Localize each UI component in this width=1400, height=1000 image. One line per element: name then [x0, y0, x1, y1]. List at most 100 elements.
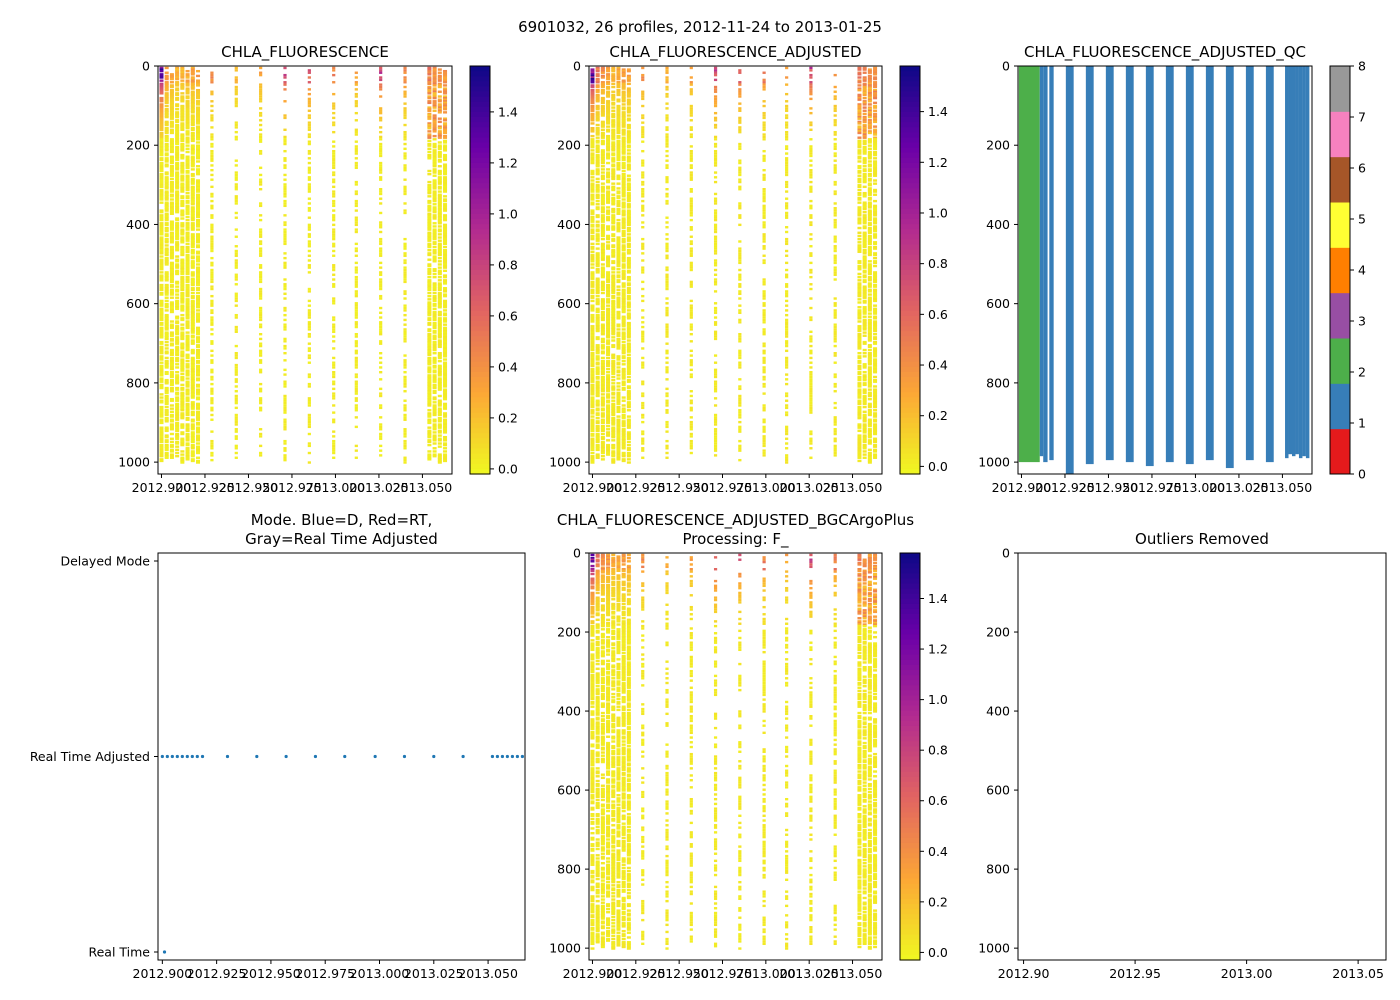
chla_adj-cell	[590, 434, 595, 437]
chla-cell	[185, 261, 190, 265]
chla-cell	[379, 297, 383, 300]
chla-cell	[185, 210, 190, 214]
chla-cell	[443, 304, 448, 307]
chla-cell	[190, 450, 195, 453]
chla-cell	[427, 188, 432, 192]
chla-cell	[190, 123, 195, 127]
chla-cell	[437, 323, 442, 326]
chla-colorbar-band	[470, 178, 490, 184]
chla_adj-cell	[665, 309, 669, 312]
chla-cell	[190, 138, 195, 141]
chla-cell	[432, 101, 437, 105]
chla-cell	[190, 152, 195, 155]
chla-cell	[175, 138, 180, 141]
chla-cell	[432, 185, 437, 189]
chla_adj-cell	[689, 375, 693, 379]
chla_adj-cell	[611, 128, 616, 131]
chla-cell	[190, 336, 195, 339]
chla-cell	[259, 287, 263, 291]
chla-cell	[427, 100, 432, 103]
chla-cell	[437, 107, 442, 111]
chla-cell	[190, 310, 195, 314]
chla-cell	[180, 74, 185, 78]
chla_adj-cell	[590, 263, 595, 266]
chla_adj-cell	[626, 177, 631, 181]
chla_adj-cell	[621, 87, 626, 90]
chla-cell	[159, 313, 164, 317]
chla-cell	[432, 272, 437, 276]
chla_adj-cell	[600, 331, 605, 334]
chla-cell	[443, 92, 448, 95]
chla_adj-cell	[590, 274, 595, 277]
chla-cell	[379, 311, 383, 314]
chla_adj-cell	[590, 420, 595, 423]
chla-cell	[437, 407, 442, 410]
chla_adj-cell	[590, 184, 595, 187]
chla-cell	[259, 249, 263, 253]
chla-cell	[159, 366, 164, 369]
chla-cell	[354, 254, 358, 257]
chla-cell	[180, 458, 185, 461]
chla-cell	[190, 215, 195, 219]
chla_adj-cell	[590, 410, 595, 414]
chla_adj-cell	[595, 185, 600, 189]
chla_adj-cell	[616, 115, 621, 119]
chla-cell	[332, 285, 336, 288]
chla-cell	[432, 256, 437, 260]
chla-cell	[190, 163, 195, 166]
chla-cell	[437, 130, 442, 133]
chla_adj-cell	[600, 177, 605, 181]
chla-cell	[427, 263, 432, 266]
chla-cell	[443, 214, 448, 217]
chla-cell	[169, 195, 174, 198]
chla_adj-cell	[606, 179, 611, 182]
chla-cell	[196, 214, 201, 217]
chla-colorbar-label: 0.4	[498, 359, 518, 374]
chla-cell	[379, 280, 383, 284]
chla-cell	[259, 361, 263, 364]
chla_adj-cell	[626, 165, 631, 168]
chla_adj-cell	[590, 271, 595, 274]
chla-cell	[427, 147, 432, 150]
chla_adj-cell	[611, 413, 616, 417]
chla-cell	[190, 139, 195, 143]
chla-cell	[180, 66, 185, 70]
chla_adj-cell	[621, 306, 626, 309]
chla_adj-cell	[590, 372, 595, 375]
chla-cell	[175, 87, 180, 90]
chla_adj-cell	[713, 152, 718, 155]
chla_adj-cell	[616, 123, 621, 127]
chla-cell	[180, 185, 185, 189]
chla_adj-cell	[606, 383, 611, 387]
chla_adj-cell	[621, 138, 626, 141]
chla-cell	[427, 269, 432, 273]
chla_adj-cell	[621, 294, 626, 298]
chla-colorbar-band	[470, 443, 490, 450]
chla-cell	[185, 413, 190, 417]
chla_adj-cell	[689, 439, 693, 443]
chla-cell	[379, 394, 383, 398]
chla-cell	[307, 323, 311, 326]
chla_adj-cell	[606, 375, 611, 379]
chla_adj-cell	[611, 66, 616, 70]
chla-cell	[443, 355, 448, 358]
chla-cell	[259, 95, 263, 98]
chla-cell	[196, 250, 201, 253]
chla_adj-cell	[616, 136, 621, 139]
chla_adj-cell	[621, 93, 626, 97]
chla-cell	[180, 375, 185, 379]
chla_adj-cell	[616, 73, 621, 76]
chla_adj-cell	[611, 328, 616, 331]
chla-cell	[379, 142, 383, 146]
chla-cell	[332, 190, 336, 193]
chla-cell	[180, 450, 185, 453]
chla-cell	[234, 261, 238, 265]
chla-cell	[379, 242, 383, 246]
chla_adj-cell	[595, 236, 600, 239]
chla-cell	[175, 180, 180, 184]
chla-cell	[432, 252, 437, 255]
chla-colorbar-band	[470, 417, 490, 424]
chla_adj-cell	[621, 345, 626, 349]
chla-cell	[175, 255, 180, 258]
chla_adj-cell	[626, 141, 631, 144]
